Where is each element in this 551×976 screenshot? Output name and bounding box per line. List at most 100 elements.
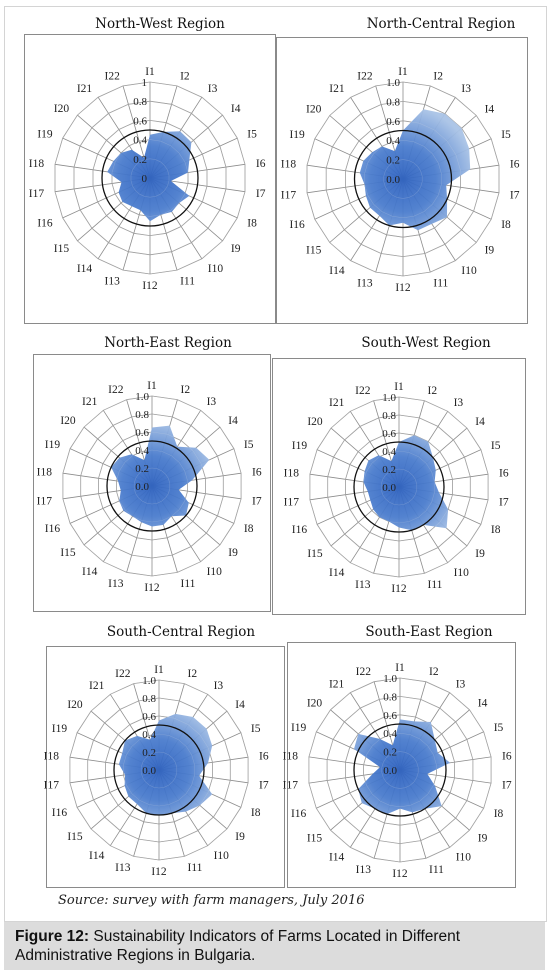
radial-tick-label: 0.6 [386, 116, 400, 128]
axis-label: I10 [456, 852, 472, 864]
radial-tick-label: 0.4 [382, 446, 396, 458]
radial-tick-label: 0.2 [135, 463, 149, 475]
axis-label: I2 [181, 384, 191, 396]
axis-label: I18 [29, 158, 45, 170]
grid-ring-overlay [140, 751, 178, 789]
axis-label: I9 [485, 245, 495, 257]
axis-label: I19 [52, 723, 68, 735]
axis-label: I3 [208, 83, 218, 95]
grid-ring-overlay [345, 432, 453, 542]
grid-ring-overlay [111, 139, 189, 217]
grid-ring-overlay [326, 696, 474, 844]
series-area [118, 713, 213, 815]
grid-ring-overlay [306, 81, 500, 277]
figure-panel: North-West Region North-Central Region N… [4, 6, 547, 922]
radial-tick-label: 0.4 [142, 729, 156, 741]
axis-label: I22 [357, 70, 373, 82]
axis-label: I5 [251, 723, 261, 735]
radial-tick-label: 1.0 [386, 77, 400, 89]
axis-label: I12 [395, 282, 411, 294]
axis-label: I13 [357, 278, 373, 290]
axis-label: I3 [214, 680, 224, 692]
axis-label: I17 [284, 496, 300, 508]
axis-label: I21 [77, 83, 93, 95]
grid-ring-overlay [308, 677, 492, 863]
axis-label: I1 [145, 66, 155, 78]
axis-label: I8 [491, 524, 501, 536]
axis-label: I20 [60, 415, 76, 427]
axis-label: I14 [82, 566, 98, 578]
radial-tick-label: 0.2 [382, 464, 396, 476]
radial-tick-label: 0.2 [133, 154, 147, 166]
grid-ring-overlay [364, 139, 442, 219]
radar-north-west: 0 0.2 0.4 0.6 0.8 1I1 I2 I3 I4 I5 I6 I7 I8 I9 I10 I11 I1… [29, 66, 266, 292]
axis-label: I14 [77, 263, 93, 275]
axis-label: I3 [456, 678, 466, 690]
axis-label: I21 [329, 397, 345, 409]
grid-ring-overlay [381, 751, 419, 789]
series-area [354, 719, 451, 815]
axis-label: I4 [231, 103, 241, 115]
axis-label: I11 [433, 278, 448, 290]
axis-label: I19 [289, 129, 305, 141]
grid-ring-overlay [105, 715, 213, 825]
grid-ring-overlay [383, 159, 423, 199]
axis-label: I12 [142, 280, 158, 292]
source-note: Source: survey with farm managers, July … [58, 893, 365, 908]
axis-label: I15 [306, 245, 322, 257]
axis-label: I9 [475, 548, 485, 560]
radar-south-east: 0.0 0.2 0.4 0.6 0.8 1.0I1 I2 I3 I4 I5 I6 I7 I8 I9 I10 I… [283, 662, 512, 880]
radial-tick-label: 0.0 [135, 481, 149, 493]
axis-label: I2 [433, 70, 443, 82]
radial-tick-label: 0.6 [382, 428, 396, 440]
axis-label: I5 [501, 129, 511, 141]
axis-label: I2 [180, 70, 190, 82]
radial-tick-label: 0.2 [383, 747, 397, 759]
radial-tick-label: 0.8 [386, 96, 400, 108]
axis-label: I2 [429, 666, 439, 678]
reference-circle [353, 129, 453, 229]
axis-label: I14 [329, 567, 345, 579]
axis-label: I10 [207, 566, 223, 578]
axis-label: I7 [502, 780, 512, 792]
radial-tick-label: 0.2 [386, 155, 400, 167]
axis-label: I4 [475, 416, 485, 428]
axis-label: I7 [256, 188, 266, 200]
axis-label: I17 [37, 495, 53, 507]
axis-label: I7 [259, 779, 269, 791]
chart-title-north-central: North-Central Region [366, 16, 516, 32]
grid-ring-overlay [116, 449, 188, 523]
axis-label: I20 [54, 103, 70, 115]
axis-label: I19 [37, 129, 53, 141]
axis-label: I16 [45, 523, 61, 535]
axis-label: I7 [510, 189, 520, 201]
axis-label: I1 [398, 66, 408, 78]
series-area [363, 435, 449, 531]
axis-label: I19 [45, 439, 61, 451]
grid-ring-overlay [98, 431, 206, 541]
axis-label: I14 [329, 265, 345, 277]
grid-ring-overlay [73, 100, 227, 256]
axis-label: I6 [499, 468, 509, 480]
axis-label: I4 [485, 103, 495, 115]
axis-label: I18 [44, 751, 60, 763]
axis-label: I12 [151, 866, 167, 878]
reference-circle [106, 440, 198, 532]
radial-tick-label: 0.4 [135, 445, 149, 457]
grid-ring-overlay [309, 396, 489, 578]
axis-label: I15 [54, 243, 70, 255]
axis-label: I5 [244, 439, 254, 451]
axis-label: I12 [391, 583, 407, 595]
series-area [111, 425, 210, 527]
axis-label: I4 [228, 415, 238, 427]
axis-label: I21 [329, 678, 345, 690]
axis-label: I3 [454, 397, 464, 409]
radial-tick-label: 0.8 [133, 96, 147, 108]
axis-label: I20 [306, 103, 322, 115]
caption-box: Figure 12: Sustainability Indicators of … [4, 922, 545, 970]
axis-label: I9 [231, 243, 241, 255]
caption-label: Figure 12: [15, 928, 90, 945]
axis-label: I22 [355, 385, 371, 397]
axis-label: I9 [228, 547, 238, 559]
